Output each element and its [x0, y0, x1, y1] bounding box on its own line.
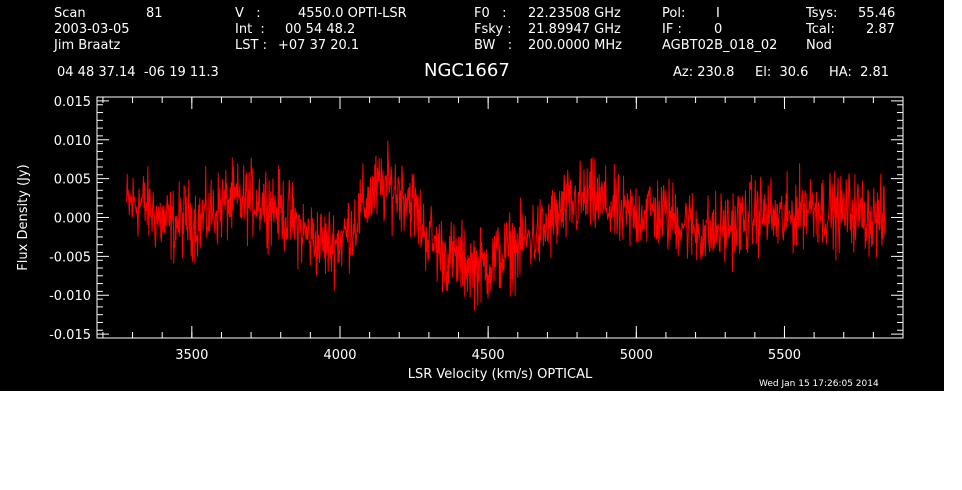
lst-label: LST : — [235, 38, 267, 53]
tsys-label: Tsys: — [806, 6, 838, 21]
x-tick-label: 5000 — [620, 348, 653, 363]
hour-angle: HA: 2.81 — [829, 65, 890, 80]
bw-label: BW : — [474, 38, 513, 53]
pol-label: Pol: — [662, 6, 686, 21]
if-label: IF : — [662, 22, 682, 37]
int-label: Int : — [235, 22, 265, 37]
y-tick-label: 0.005 — [54, 173, 91, 188]
project-id: AGBT02B_018_02 — [662, 38, 778, 53]
scan-label: Scan — [54, 6, 86, 21]
y-tick-label: -0.015 — [49, 328, 91, 343]
observer-name: Jim Braatz — [54, 38, 121, 53]
scan-value: 81 — [146, 6, 163, 21]
bw-value: 200.0000 MHz — [528, 38, 622, 53]
y-axis-label: Flux Density (Jy) — [16, 164, 31, 270]
plot-timestamp: Wed Jan 15 17:26:05 2014 — [759, 379, 879, 389]
x-axis-label: LSR Velocity (km/s) OPTICAL — [408, 367, 593, 382]
x-tick-label: 4000 — [323, 348, 356, 363]
tcal-value: 2.87 — [866, 22, 895, 37]
y-tick-label: 0.015 — [54, 95, 91, 110]
int-value: 00 54 48.2 — [285, 22, 356, 37]
if-value: 0 — [714, 22, 723, 37]
y-tick-label: 0.000 — [54, 212, 91, 227]
fsky-value: 21.89947 GHz — [528, 22, 621, 37]
x-tick-label: 5500 — [768, 348, 801, 363]
f0-label: F0 : — [474, 6, 507, 21]
obs-date: 2003-03-05 — [54, 22, 130, 37]
obs-mode: Nod — [806, 38, 832, 53]
y-tick-label: 0.010 — [54, 134, 91, 149]
pol-value: I — [716, 6, 720, 21]
lst-value: +07 37 20.1 — [278, 38, 360, 53]
velocity-value: 4550.0 OPTI-LSR — [298, 6, 407, 21]
chart-title: NGC1667 — [424, 60, 510, 81]
spectrum-plot: 0.015 0.010 0.005 0.000 -0.005 -0.010 -0.015 35… — [16, 95, 904, 382]
x-tick-label: 4500 — [472, 348, 505, 363]
velocity-label: V : — [235, 6, 261, 21]
x-tick-label: 3500 — [175, 348, 208, 363]
y-tick-label: -0.005 — [49, 250, 91, 265]
y-tick-label: -0.010 — [49, 289, 91, 304]
elevation: El: 30.6 — [755, 65, 809, 80]
spectrum-trace — [126, 140, 886, 311]
azimuth: Az: 230.8 — [673, 65, 735, 80]
tcal-label: Tcal: — [806, 22, 835, 37]
f0-value: 22.23508 GHz — [528, 6, 621, 21]
tsys-value: 55.46 — [858, 6, 896, 21]
source-coordinates: 04 48 37.14 -06 19 11.3 — [57, 65, 219, 80]
fsky-label: Fsky : — [474, 22, 512, 37]
